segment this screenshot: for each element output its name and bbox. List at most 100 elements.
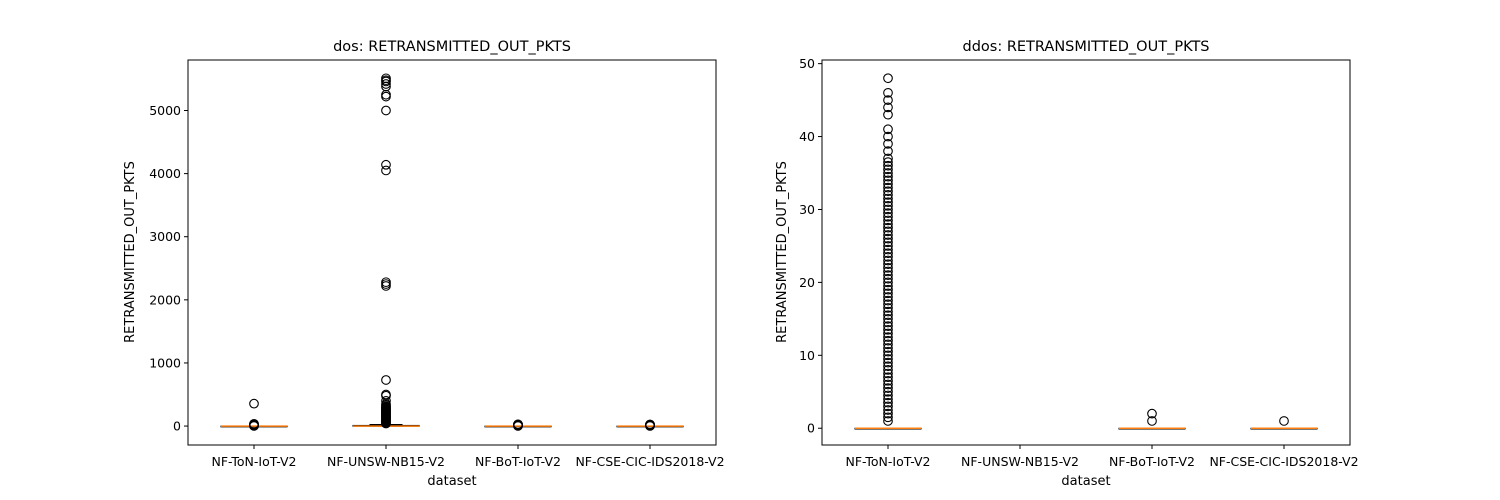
outlier-point bbox=[883, 386, 893, 397]
outlier-point bbox=[883, 255, 893, 266]
outlier-point bbox=[883, 160, 893, 171]
outlier-point bbox=[883, 394, 893, 404]
outlier-point bbox=[381, 165, 391, 176]
box-nf-cse-cic-ids2018-v2 bbox=[1250, 416, 1318, 430]
box-nf-unsw-nb15-v2 bbox=[352, 73, 420, 429]
dos-chart-panel: dos: RETRANSMITTED_OUT_PKTS dataset RETR… bbox=[123, 39, 725, 489]
x-ticks: NF-ToN-IoT-V2 NF-UNSW-NB15-V2 NF-BoT-IoT-V… bbox=[211, 445, 725, 469]
box-marks bbox=[220, 73, 684, 431]
outlier-point bbox=[883, 211, 893, 222]
box-nf-cse-cic-ids2018-v2 bbox=[616, 419, 684, 431]
outlier-point bbox=[883, 179, 893, 189]
outlier-point bbox=[381, 79, 391, 89]
outlier-point bbox=[883, 153, 893, 164]
outlier-point bbox=[883, 401, 893, 412]
x-tick-label: NF-BoT-IoT-V2 bbox=[1109, 454, 1195, 469]
y-tick-label: 30 bbox=[799, 202, 815, 217]
outlier-point bbox=[645, 419, 655, 430]
box-nf-bot-iot-v2 bbox=[1118, 408, 1186, 430]
outlier-point bbox=[883, 324, 893, 335]
y-tick-label: 0 bbox=[807, 421, 815, 436]
outlier-point bbox=[883, 204, 893, 215]
outlier-point bbox=[883, 146, 893, 156]
x-axis-label: dataset bbox=[427, 474, 476, 489]
x-ticks: NF-ToN-IoT-V2 NF-UNSW-NB15-V2 NF-BoT-IoT-V… bbox=[845, 445, 1359, 469]
outlier-point bbox=[883, 284, 893, 295]
outlier-point bbox=[883, 375, 893, 386]
outlier-point bbox=[883, 124, 893, 135]
y-tick-label: 50 bbox=[799, 56, 815, 71]
outlier-point bbox=[883, 281, 893, 291]
chart-title: dos: RETRANSMITTED_OUT_PKTS bbox=[333, 39, 571, 55]
outlier-point bbox=[883, 372, 893, 383]
outlier-point bbox=[249, 419, 259, 429]
outlier-point bbox=[883, 288, 893, 299]
outlier-point bbox=[883, 390, 893, 401]
outlier-point bbox=[883, 332, 893, 342]
outlier-point bbox=[883, 408, 893, 419]
outlier-point bbox=[883, 314, 893, 324]
outlier-point bbox=[883, 299, 893, 310]
x-tick-label: NF-UNSW-NB15-V2 bbox=[961, 454, 1079, 469]
outlier-point bbox=[883, 190, 893, 200]
outlier-point bbox=[883, 383, 893, 393]
outlier-point bbox=[883, 361, 893, 372]
y-tick-label: 10 bbox=[799, 348, 815, 363]
outlier-point bbox=[883, 357, 893, 368]
outlier-point bbox=[883, 262, 893, 273]
outlier-point bbox=[883, 252, 893, 262]
outlier-point bbox=[883, 230, 893, 240]
outlier-point bbox=[883, 292, 893, 302]
outlier-point bbox=[883, 339, 893, 350]
outlier-point bbox=[883, 379, 893, 390]
outlier-point bbox=[381, 277, 391, 288]
outlier-point bbox=[883, 219, 893, 229]
outlier-point bbox=[381, 389, 391, 400]
outlier-point bbox=[883, 397, 893, 408]
outlier-point bbox=[381, 105, 391, 116]
outlier-point bbox=[883, 164, 893, 175]
outlier-point bbox=[381, 73, 391, 84]
box-nf-ton-iot-v2 bbox=[220, 398, 288, 431]
outlier-point bbox=[381, 375, 391, 385]
chart-title: ddos: RETRANSMITTED_OUT_PKTS bbox=[962, 39, 1209, 55]
outlier-point bbox=[883, 310, 893, 321]
outlier-point bbox=[883, 317, 893, 328]
outlier-point bbox=[883, 335, 893, 346]
outlier-point bbox=[883, 346, 893, 357]
outlier-point bbox=[883, 193, 893, 204]
outlier-point bbox=[883, 412, 893, 423]
outlier-point bbox=[883, 350, 893, 361]
outlier-point bbox=[883, 248, 893, 259]
outlier-point bbox=[883, 368, 893, 379]
y-tick-label: 3000 bbox=[149, 229, 181, 244]
outlier-point bbox=[883, 182, 893, 193]
outlier-point bbox=[883, 87, 893, 98]
outlier-point bbox=[883, 208, 893, 218]
outlier-point bbox=[883, 226, 893, 237]
y-tick-label: 4000 bbox=[149, 166, 181, 181]
outlier-point bbox=[381, 159, 391, 170]
outlier-point bbox=[883, 73, 893, 84]
outlier-point bbox=[883, 186, 893, 197]
outlier-point bbox=[513, 419, 523, 430]
outlier-point bbox=[883, 266, 893, 277]
x-tick-label: NF-BoT-IoT-V2 bbox=[475, 454, 561, 469]
outlier-point bbox=[883, 175, 893, 186]
outlier-point bbox=[883, 354, 893, 364]
y-tick-label: 40 bbox=[799, 129, 815, 144]
outlier-point bbox=[883, 365, 893, 375]
outlier-point bbox=[883, 343, 893, 353]
outlier-point bbox=[883, 303, 893, 313]
x-tick-label: NF-CSE-CIC-IDS2018-V2 bbox=[575, 454, 724, 469]
outlier-point bbox=[883, 237, 893, 248]
box-nf-ton-iot-v2 bbox=[854, 73, 922, 430]
y-axis-label: RETRANSMITTED_OUT_PKTS bbox=[775, 161, 790, 343]
y-tick-label: 5000 bbox=[149, 103, 181, 118]
outlier-point bbox=[883, 244, 893, 255]
y-axis-label: RETRANSMITTED_OUT_PKTS bbox=[123, 161, 138, 343]
outlier-point bbox=[381, 89, 391, 100]
outlier-point bbox=[883, 295, 893, 306]
outlier-point bbox=[1279, 416, 1289, 426]
